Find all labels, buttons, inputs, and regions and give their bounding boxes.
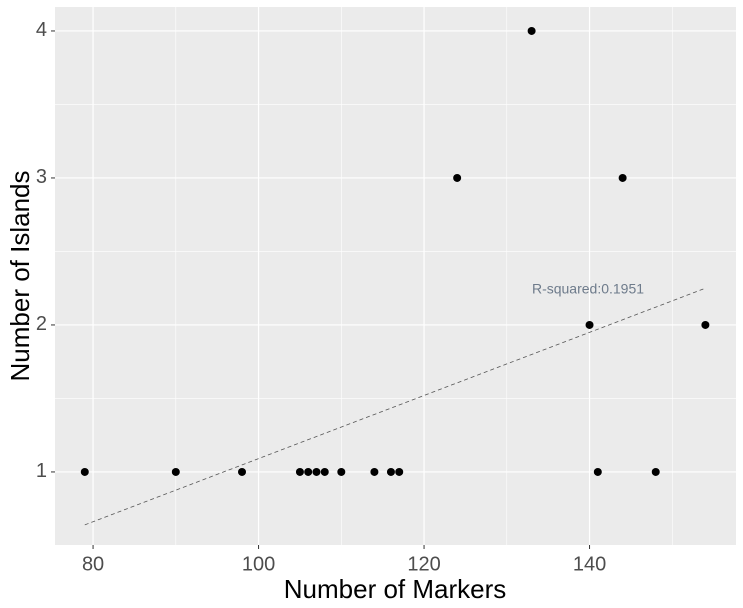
point <box>320 467 329 476</box>
point <box>337 467 346 476</box>
point <box>395 467 404 476</box>
y-axis-title: Number of Islands <box>5 171 35 382</box>
x-tick-label: 80 <box>82 553 104 575</box>
point <box>593 467 602 476</box>
trend-line <box>84 287 706 526</box>
point <box>527 26 536 35</box>
point <box>386 467 395 476</box>
x-tick-label: 140 <box>573 553 606 575</box>
y-tick-label: 3 <box>36 166 47 188</box>
y-tick-label: 1 <box>36 460 47 482</box>
point <box>295 467 304 476</box>
annotation: R-squared:0.1951 <box>532 281 644 297</box>
y-tick-label: 2 <box>36 313 47 335</box>
x-axis-title: Number of Markers <box>284 574 507 604</box>
point <box>370 467 379 476</box>
point <box>618 173 627 182</box>
point <box>701 320 710 329</box>
point <box>651 467 660 476</box>
point <box>312 467 321 476</box>
x-tick-label: 100 <box>242 553 275 575</box>
point <box>304 467 313 476</box>
point <box>453 173 462 182</box>
x-tick-label: 120 <box>407 553 440 575</box>
panel <box>55 7 736 545</box>
y-tick-label: 4 <box>36 19 47 41</box>
point <box>171 467 180 476</box>
point <box>585 320 594 329</box>
point <box>80 467 89 476</box>
point <box>238 467 247 476</box>
